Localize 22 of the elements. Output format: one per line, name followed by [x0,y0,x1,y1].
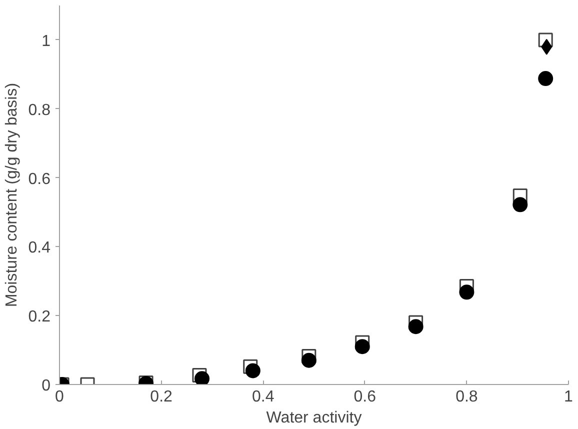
point [354,339,370,354]
y-tick-label: 0.4 [28,240,51,257]
y-tick-label: 0.8 [28,102,51,119]
y-axis-title: Moisture content (g/g dry basis) [3,82,20,308]
point [512,197,528,212]
x-tick-label: 0 [55,388,64,406]
y-tick-label: 0.2 [28,308,51,326]
point [245,363,260,378]
point [408,319,424,334]
x-tick-label: 0.6 [354,388,376,406]
point [301,352,316,368]
point [194,371,210,384]
y-tick-label: 1 [42,32,51,50]
point [459,284,474,300]
x-tick-label: 0.4 [252,388,274,406]
point [538,71,554,86]
y-tick-label: 0 [42,378,51,394]
x-tick-label: 0.2 [150,388,173,406]
x-tick-label: 0.8 [456,388,478,406]
x-tick-label: 1 [564,388,574,406]
x-axis-title: Water activity [266,410,362,426]
y-tick-label: 0.6 [28,170,51,188]
